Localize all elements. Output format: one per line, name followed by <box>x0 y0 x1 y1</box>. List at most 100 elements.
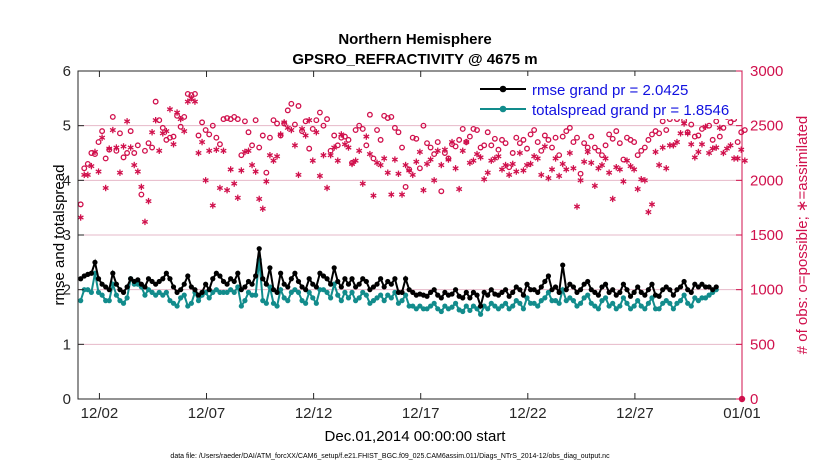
obs-assimilated-point <box>134 168 141 175</box>
spread-point <box>424 306 430 312</box>
y2-axis-label: # of obs: o=possible; ∗=assimilated <box>794 116 811 355</box>
spread-point <box>492 303 498 309</box>
rmse-point <box>345 281 352 287</box>
obs-assimilated-point <box>177 115 184 123</box>
rmse-point <box>267 265 273 271</box>
obs-assimilated-point <box>591 182 598 189</box>
spread-point <box>510 303 516 309</box>
rmse-point <box>160 276 166 282</box>
spread-point <box>324 289 330 295</box>
obs-assimilated-point <box>434 147 441 155</box>
obs-assimilated-point <box>81 171 88 179</box>
spread-point <box>435 306 441 312</box>
rmse-point <box>577 287 584 293</box>
obs-assimilated-point <box>338 131 345 138</box>
spread-point <box>242 298 248 304</box>
spread-point <box>692 295 698 301</box>
rmse-point <box>560 262 566 268</box>
rmse-point <box>624 287 630 293</box>
obs-assimilated-point <box>602 155 609 162</box>
obs-possible-point <box>224 115 231 121</box>
obs-possible-point <box>145 140 152 147</box>
obs-possible-point <box>409 134 416 141</box>
obs-possible-point <box>513 134 520 141</box>
obs-possible-point <box>256 144 263 151</box>
obs-assimilated-point <box>206 147 213 155</box>
spread-point <box>245 289 252 295</box>
rmse-point <box>674 287 680 293</box>
y-tick-label: 6 <box>63 63 71 80</box>
obs-assimilated-point <box>734 155 741 162</box>
rmse-point <box>574 289 580 295</box>
obs-assimilated-point <box>106 145 113 152</box>
obs-possible-point <box>581 140 588 147</box>
rmse-point <box>385 278 391 285</box>
rmse-point <box>331 265 337 271</box>
spread-point <box>374 295 380 301</box>
spread-point <box>78 298 84 304</box>
rmse-point <box>353 284 359 290</box>
obs-assimilated-point <box>556 172 563 180</box>
obs-assimilated-point <box>356 147 363 155</box>
obs-possible-point <box>716 133 723 140</box>
spread-point <box>642 306 648 312</box>
obs-assimilated-point <box>663 165 670 172</box>
obs-possible-point <box>391 124 398 131</box>
obs-possible-point <box>634 152 641 159</box>
spread-point <box>660 300 666 306</box>
obs-possible-point <box>509 150 516 156</box>
spread-point <box>385 292 391 298</box>
obs-assimilated-point <box>84 171 91 179</box>
obs-possible-point <box>688 121 695 128</box>
obs-possible-point <box>434 139 441 146</box>
obs-assimilated-point <box>188 95 195 102</box>
rmse-point <box>570 284 577 290</box>
rmse-point <box>303 287 309 293</box>
spread-point <box>567 295 573 301</box>
obs-possible-point <box>177 123 184 130</box>
obs-possible-point <box>641 144 648 151</box>
obs-possible-point <box>316 109 323 116</box>
obs-assimilated-point <box>520 167 527 174</box>
spread-point <box>502 300 509 306</box>
spread-point <box>103 298 109 304</box>
obs-assimilated-point <box>213 146 220 153</box>
obs-possible-point <box>181 113 188 120</box>
rmse-point <box>235 270 241 276</box>
obs-possible-point <box>527 131 534 138</box>
obs-possible-point <box>202 127 209 133</box>
obs-possible-point <box>741 127 748 133</box>
spread-point <box>278 287 284 293</box>
obs-assimilated-point <box>398 191 406 198</box>
rmse-point <box>178 287 184 293</box>
obs-assimilated-point <box>238 167 245 174</box>
obs-assimilated-point <box>716 124 723 132</box>
spread-point <box>149 289 155 295</box>
spread-point <box>224 289 230 295</box>
rmse-point <box>328 281 334 287</box>
rmse-point <box>592 289 598 295</box>
obs-assimilated-point <box>256 195 263 203</box>
obs-possible-point <box>124 150 131 156</box>
obs-possible-point <box>456 136 463 143</box>
obs-possible-point <box>524 145 530 152</box>
rmse-point <box>460 295 466 301</box>
obs-assimilated-point <box>481 176 488 183</box>
obs-possible-point <box>138 191 145 198</box>
rmse-point <box>449 291 455 297</box>
rmse-point <box>599 284 605 290</box>
obs-assimilated-point <box>670 142 677 149</box>
obs-assimilated-point <box>641 177 648 184</box>
rmse-point <box>253 273 259 279</box>
spread-point <box>670 306 676 312</box>
obs-assimilated-point <box>534 155 541 162</box>
obs-assimilated-point <box>388 191 395 198</box>
obs-possible-point <box>84 160 91 167</box>
obs-possible-point <box>459 125 466 132</box>
spread-point <box>592 303 598 309</box>
obs-possible-point <box>270 117 277 124</box>
obs-assimilated-point <box>209 202 216 209</box>
spread-point <box>210 289 216 295</box>
obs-count-series <box>77 91 748 403</box>
spread-point <box>99 292 105 298</box>
